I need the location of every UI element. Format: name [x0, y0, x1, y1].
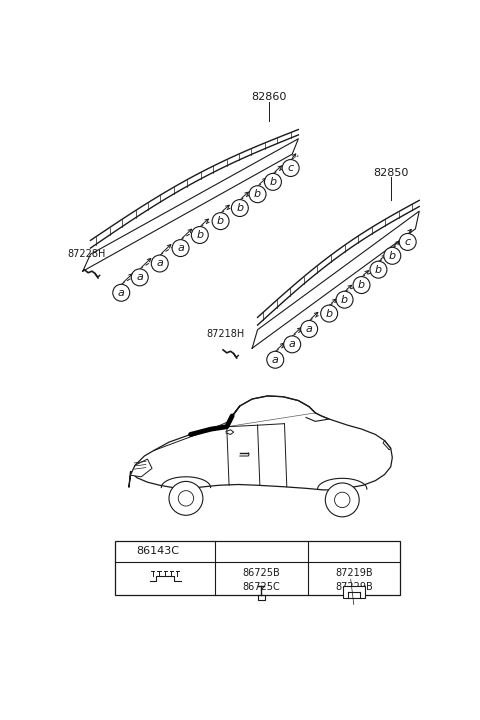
Text: a: a: [177, 243, 184, 253]
Text: a: a: [136, 272, 143, 282]
Bar: [343, 586, 365, 598]
Circle shape: [325, 483, 359, 517]
Circle shape: [282, 160, 299, 176]
Text: b: b: [222, 546, 229, 557]
Polygon shape: [131, 459, 152, 477]
Text: b: b: [236, 203, 243, 213]
Circle shape: [219, 544, 233, 559]
Circle shape: [151, 255, 168, 272]
Circle shape: [169, 482, 203, 516]
Text: b: b: [389, 251, 396, 261]
Text: a: a: [289, 339, 296, 349]
Circle shape: [249, 186, 266, 202]
Circle shape: [131, 269, 148, 286]
Circle shape: [300, 320, 318, 338]
Text: c: c: [405, 237, 411, 247]
Circle shape: [192, 227, 208, 243]
Text: b: b: [375, 265, 382, 274]
Text: b: b: [358, 280, 365, 290]
Circle shape: [284, 336, 300, 353]
Text: 82860: 82860: [252, 92, 287, 102]
Text: a: a: [272, 355, 279, 365]
Text: 86143C: 86143C: [137, 546, 180, 557]
Text: a: a: [156, 258, 163, 269]
Text: b: b: [254, 189, 261, 199]
Text: c: c: [288, 163, 294, 173]
Circle shape: [212, 212, 229, 230]
Text: b: b: [269, 177, 276, 187]
Text: b: b: [217, 216, 224, 226]
Text: b: b: [341, 294, 348, 305]
Circle shape: [312, 544, 325, 559]
Bar: [115, 541, 400, 595]
Text: b: b: [196, 230, 204, 240]
Text: c: c: [315, 546, 322, 557]
Circle shape: [264, 174, 281, 190]
Text: 87219B
87229B: 87219B 87229B: [335, 568, 372, 592]
Text: a: a: [306, 324, 312, 334]
Circle shape: [119, 544, 133, 559]
Circle shape: [335, 492, 350, 508]
Circle shape: [336, 291, 353, 308]
Text: b: b: [325, 309, 333, 318]
Text: a: a: [122, 546, 129, 557]
Circle shape: [321, 305, 337, 322]
Circle shape: [231, 199, 248, 217]
Circle shape: [113, 284, 130, 301]
Text: a: a: [118, 288, 125, 298]
Circle shape: [384, 248, 401, 264]
Circle shape: [370, 261, 387, 278]
Text: 82850: 82850: [373, 168, 408, 178]
Text: 86725B
86725C: 86725B 86725C: [242, 568, 280, 592]
Polygon shape: [383, 441, 391, 450]
Text: 87218H: 87218H: [206, 329, 244, 339]
Circle shape: [353, 276, 370, 294]
Text: 87228H: 87228H: [67, 249, 106, 259]
Circle shape: [172, 240, 189, 256]
Circle shape: [267, 351, 284, 368]
Circle shape: [399, 233, 416, 251]
Circle shape: [178, 490, 193, 506]
